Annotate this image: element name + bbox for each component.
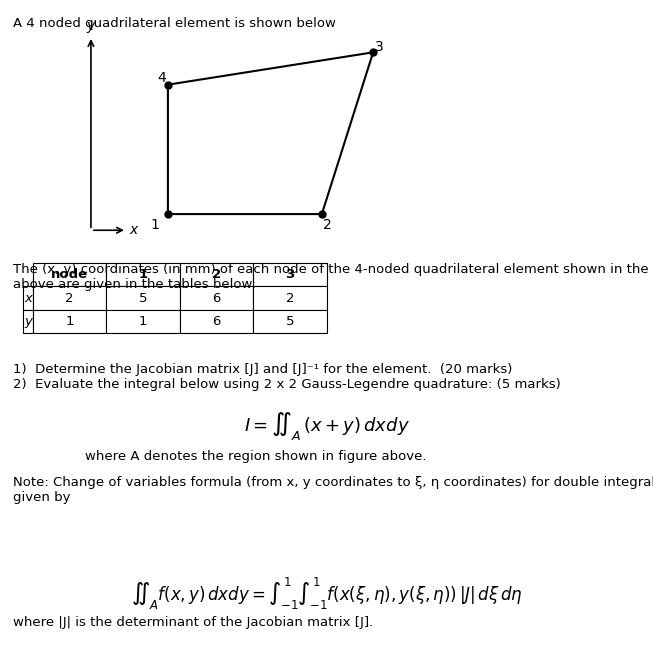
Text: y: y bbox=[87, 19, 95, 33]
Text: 1)  Determine the Jacobian matrix [J] and [J]⁻¹ for the element.  (20 marks)
2) : 1) Determine the Jacobian matrix [J] and… bbox=[13, 363, 561, 391]
Text: A 4 noded quadrilateral element is shown below: A 4 noded quadrilateral element is shown… bbox=[13, 17, 336, 30]
Text: $I = \iint_A \, (x + y) \, dxdy$: $I = \iint_A \, (x + y) \, dxdy$ bbox=[244, 410, 409, 442]
Text: 3: 3 bbox=[375, 41, 384, 55]
Text: 2: 2 bbox=[323, 218, 331, 232]
Text: x: x bbox=[129, 223, 138, 237]
Text: where A denotes the region shown in figure above.: where A denotes the region shown in figu… bbox=[85, 450, 426, 463]
Text: Note: Change of variables formula (from x, y coordinates to ξ, η coordinates) fo: Note: Change of variables formula (from … bbox=[13, 476, 653, 504]
Text: $\iint_A f(x,y)\,dxdy = \int_{-1}^{1}\int_{-1}^{1} f(x(\xi,\eta),y(\xi,\eta))\,|: $\iint_A f(x,y)\,dxdy = \int_{-1}^{1}\in… bbox=[131, 576, 522, 612]
Text: 4: 4 bbox=[157, 71, 166, 85]
Text: 1: 1 bbox=[151, 218, 159, 232]
Text: The (x, y) coordinates (in mm) of each node of the 4-noded quadrilateral element: The (x, y) coordinates (in mm) of each n… bbox=[13, 263, 653, 291]
Text: where |J| is the determinant of the Jacobian matrix [J].: where |J| is the determinant of the Jaco… bbox=[13, 616, 374, 629]
